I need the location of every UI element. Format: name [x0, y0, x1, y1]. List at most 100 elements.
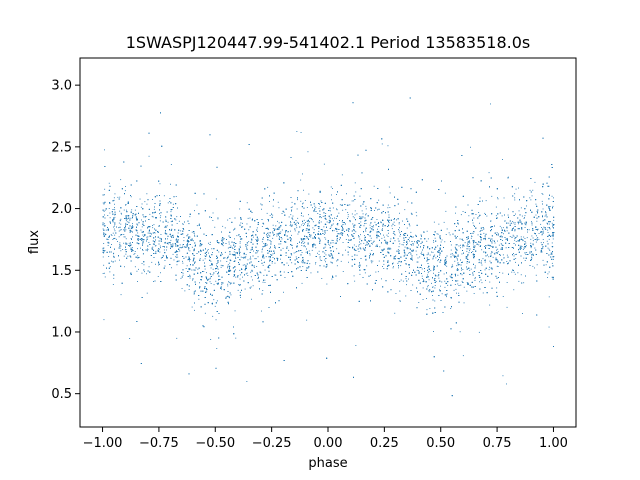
data-point [514, 197, 516, 199]
data-point [444, 260, 446, 261]
data-point [177, 251, 179, 253]
data-point [250, 258, 252, 260]
data-point [397, 249, 399, 251]
data-point [104, 188, 106, 190]
data-point [319, 256, 321, 258]
data-point [531, 257, 533, 259]
data-point [338, 212, 340, 214]
data-point [296, 131, 298, 132]
data-point [548, 271, 550, 273]
data-point [370, 237, 372, 239]
data-point [405, 263, 407, 265]
data-point [237, 289, 239, 291]
data-point [537, 228, 539, 230]
data-point [398, 250, 400, 251]
data-point [274, 262, 276, 264]
data-point [193, 248, 195, 250]
data-point [465, 212, 466, 213]
data-point [491, 251, 493, 253]
data-point [131, 226, 133, 228]
data-point [143, 236, 145, 237]
data-point [524, 223, 526, 225]
data-point [103, 210, 105, 212]
data-point [151, 215, 153, 217]
data-point [479, 197, 481, 199]
data-point [107, 241, 109, 243]
data-point [393, 237, 394, 239]
data-point [125, 224, 127, 226]
data-point [389, 248, 391, 250]
data-point [418, 270, 419, 271]
data-point [444, 241, 446, 243]
data-point [481, 264, 483, 266]
data-point [353, 226, 355, 228]
data-point [460, 214, 462, 216]
data-point [300, 200, 302, 202]
data-point [352, 216, 354, 218]
data-point [471, 236, 473, 237]
data-point [227, 265, 229, 267]
data-point [479, 281, 480, 283]
data-point [472, 255, 474, 257]
data-point [303, 225, 304, 226]
data-point [222, 245, 224, 247]
data-point [103, 235, 105, 237]
data-point [126, 218, 128, 220]
data-point [123, 229, 125, 231]
data-point [336, 260, 338, 262]
data-point [102, 248, 104, 249]
data-point [403, 251, 405, 253]
data-point [426, 276, 428, 278]
data-point [537, 211, 539, 213]
data-point [239, 245, 241, 247]
data-point [209, 273, 211, 274]
data-point [553, 258, 554, 260]
data-point [397, 262, 399, 264]
data-point [283, 291, 284, 293]
data-point [433, 267, 435, 269]
data-point [401, 244, 403, 246]
data-point [449, 275, 451, 277]
data-point [289, 237, 291, 239]
data-point [437, 245, 439, 247]
data-point [249, 258, 251, 260]
data-point [293, 252, 295, 254]
data-point [399, 281, 401, 282]
data-point [125, 229, 127, 231]
data-point [362, 247, 364, 249]
data-point [473, 231, 475, 233]
data-point [141, 219, 142, 221]
data-point [505, 238, 507, 240]
data-point [177, 241, 178, 242]
data-point [506, 306, 508, 308]
data-point [459, 331, 461, 333]
data-point [412, 236, 414, 238]
data-point [118, 222, 120, 224]
data-point [369, 235, 371, 237]
data-point [400, 279, 402, 281]
data-point [404, 209, 406, 211]
data-point [399, 243, 401, 245]
data-point [250, 276, 252, 278]
data-point [269, 201, 270, 202]
data-point [290, 221, 291, 223]
data-point [146, 236, 148, 238]
data-point [388, 219, 390, 221]
data-point [394, 312, 396, 314]
data-point [227, 283, 229, 285]
data-point [364, 223, 365, 225]
data-point [351, 200, 353, 202]
data-point [234, 310, 236, 312]
data-point [392, 267, 394, 269]
data-point [491, 245, 493, 247]
data-point [423, 280, 425, 282]
data-point [114, 207, 115, 209]
data-point [191, 246, 193, 248]
data-point [329, 220, 330, 222]
data-point [535, 203, 537, 205]
data-point [457, 254, 459, 256]
data-point [193, 269, 195, 271]
data-point [331, 239, 333, 241]
data-point [230, 260, 232, 262]
data-point [198, 223, 200, 225]
